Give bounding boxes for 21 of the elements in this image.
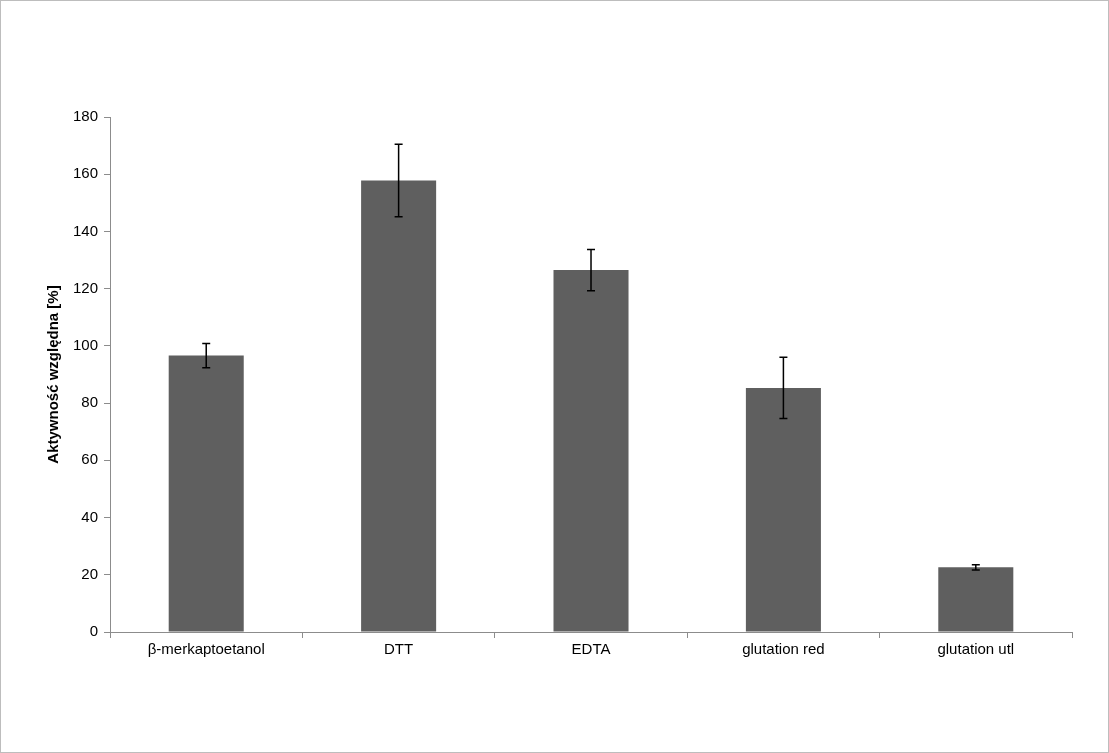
y-tick-label: 80 [81,393,99,411]
y-tick-label: 120 [73,278,99,296]
x-tick-label: glutation utl [937,640,1015,658]
y-tick-label: 140 [73,221,99,239]
bar [361,180,437,632]
x-tick-label: β-merkaptoetanol [147,640,265,658]
y-tick-label: 100 [73,336,99,354]
bar [938,567,1014,632]
y-tick-label: 20 [81,564,99,582]
x-tick-label: EDTA [571,640,611,658]
bar [168,355,244,632]
x-tick-label: glutation red [742,640,825,658]
y-tick-label: 60 [81,450,99,468]
y-tick-label: 160 [73,164,99,182]
x-tick-label: DTT [384,640,414,658]
bar [745,387,821,632]
y-tick-label: 0 [89,622,99,640]
bar [553,270,629,632]
y-axis-title: Aktywność względna [%] [44,285,62,464]
y-tick-label: 40 [81,507,99,525]
y-tick-label: 180 [73,107,99,125]
